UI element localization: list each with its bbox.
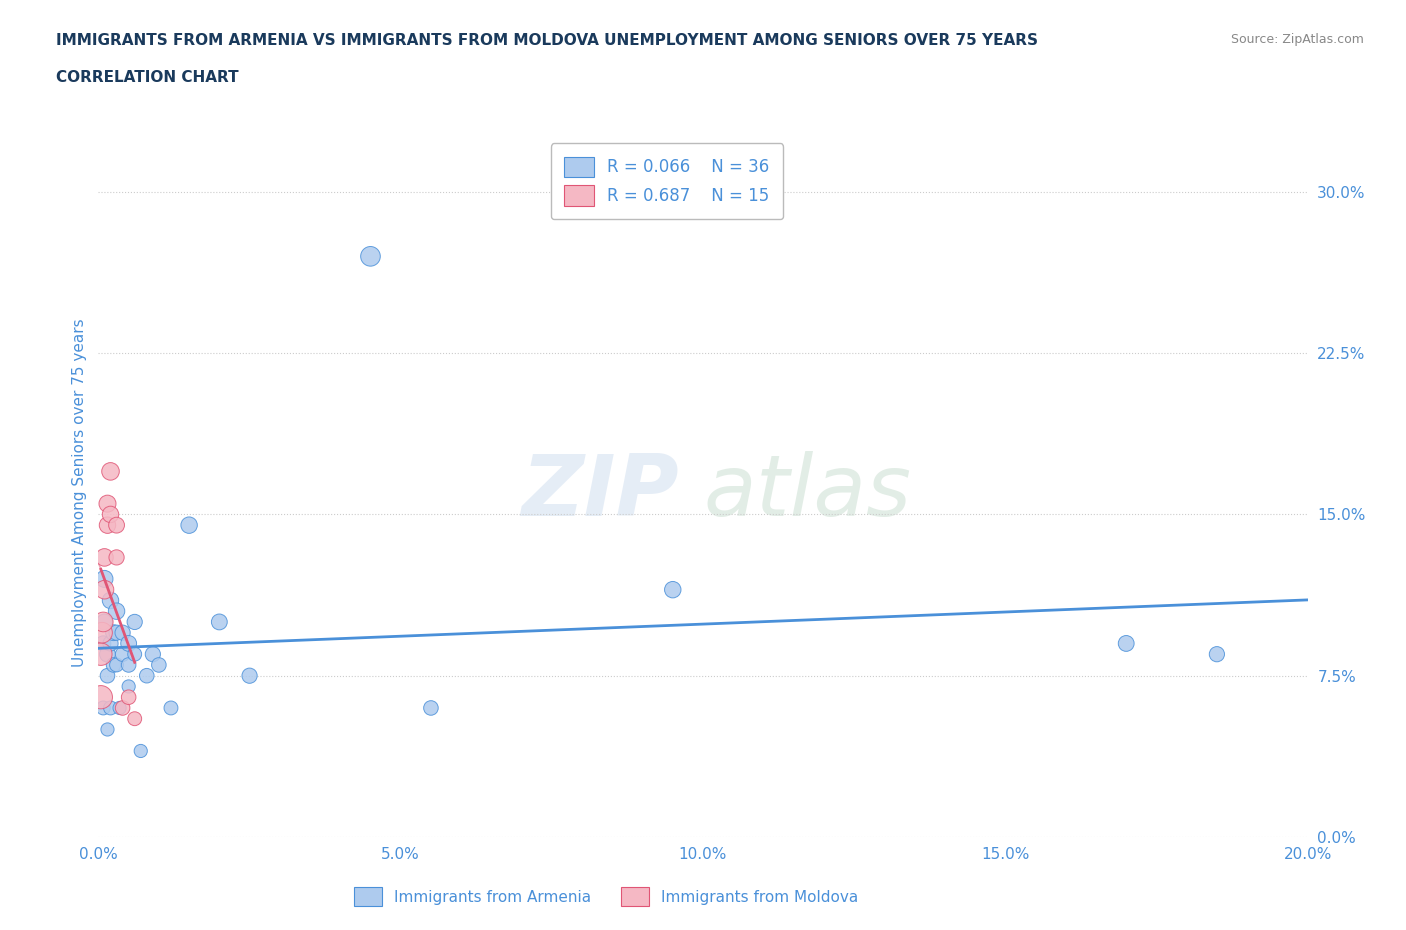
Point (208, 615, 231, 630)
Point (148, 658, 170, 672)
Legend: Immigrants from Armenia, Immigrants from Moldova: Immigrants from Armenia, Immigrants from… (347, 881, 865, 912)
Point (108, 700, 131, 715)
Point (124, 646, 146, 661)
Point (96, 497, 118, 512)
Point (100, 507, 122, 522)
Point (103, 658, 125, 672)
Point (160, 700, 183, 715)
Point (124, 711, 146, 726)
Point (239, 669, 262, 684)
Point (105, 550, 128, 565)
Point (91, 636, 114, 651)
Point (179, 518, 201, 533)
Point (118, 690, 141, 705)
Point (96, 518, 118, 533)
Point (111, 646, 134, 661)
Text: Source: ZipAtlas.com: Source: ZipAtlas.com (1230, 33, 1364, 46)
Point (1206, 646, 1229, 661)
Text: atlas: atlas (703, 451, 911, 535)
Point (111, 700, 134, 715)
Text: CORRELATION CHART: CORRELATION CHART (56, 70, 239, 85)
Point (129, 744, 152, 759)
Point (93, 571, 115, 587)
Point (100, 700, 122, 715)
Point (105, 518, 128, 533)
Point (124, 615, 146, 630)
Point (105, 658, 128, 672)
Point (96, 669, 118, 684)
Point (103, 625, 125, 640)
Text: ZIP: ZIP (522, 451, 679, 535)
Point (118, 636, 141, 651)
Point (118, 679, 141, 694)
Point (91, 700, 114, 715)
Point (420, 700, 443, 715)
Point (662, 582, 685, 597)
Point (100, 636, 122, 651)
Point (360, 249, 382, 264)
Text: IMMIGRANTS FROM ARMENIA VS IMMIGRANTS FROM MOLDOVA UNEMPLOYMENT AMONG SENIORS OV: IMMIGRANTS FROM ARMENIA VS IMMIGRANTS FR… (56, 33, 1038, 47)
Point (135, 669, 157, 684)
Point (105, 625, 128, 640)
Point (90, 690, 112, 705)
Point (100, 593, 122, 608)
Point (118, 658, 141, 672)
Point (91, 615, 114, 630)
Point (93, 582, 115, 597)
Point (100, 464, 122, 479)
Point (96, 646, 118, 661)
Point (90, 646, 112, 661)
Y-axis label: Unemployment Among Seniors over 75 years: Unemployment Among Seniors over 75 years (72, 319, 87, 667)
Point (142, 646, 165, 661)
Point (111, 625, 134, 640)
Point (91, 625, 114, 640)
Point (1115, 636, 1137, 651)
Point (96, 722, 118, 737)
Point (93, 615, 115, 630)
Point (93, 550, 115, 565)
Point (105, 604, 128, 618)
